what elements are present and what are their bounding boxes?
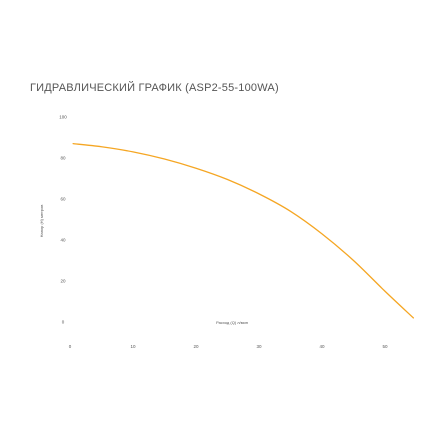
series-line — [72, 143, 414, 319]
y-tick-label: 60 — [60, 197, 66, 202]
y-axis-title: Напор (Н) метров — [39, 205, 44, 238]
y-tick-label: 20 — [60, 279, 66, 284]
x-tick-label: 20 — [193, 344, 199, 349]
y-tick-label: 0 — [62, 320, 65, 325]
y-tick-label: 40 — [60, 238, 66, 243]
x-tick-label: 0 — [69, 344, 72, 349]
y-axis-ticks: 0 20 40 60 80 100 — [59, 115, 67, 325]
x-axis-ticks: 0 10 20 30 40 50 — [69, 344, 388, 349]
x-tick-label: 10 — [130, 344, 136, 349]
series-layer — [72, 143, 414, 319]
y-tick-label: 100 — [59, 115, 67, 120]
x-tick-label: 30 — [256, 344, 262, 349]
x-tick-label: 40 — [319, 344, 325, 349]
y-tick-label: 80 — [60, 156, 66, 161]
x-tick-label: 50 — [382, 344, 388, 349]
chart-title: ГИДРАВЛИЧЕСКИЙ ГРАФИК (ASP2-55-100WA) — [30, 82, 279, 94]
x-axis-title: Расход (Q) л/мин — [216, 320, 248, 325]
